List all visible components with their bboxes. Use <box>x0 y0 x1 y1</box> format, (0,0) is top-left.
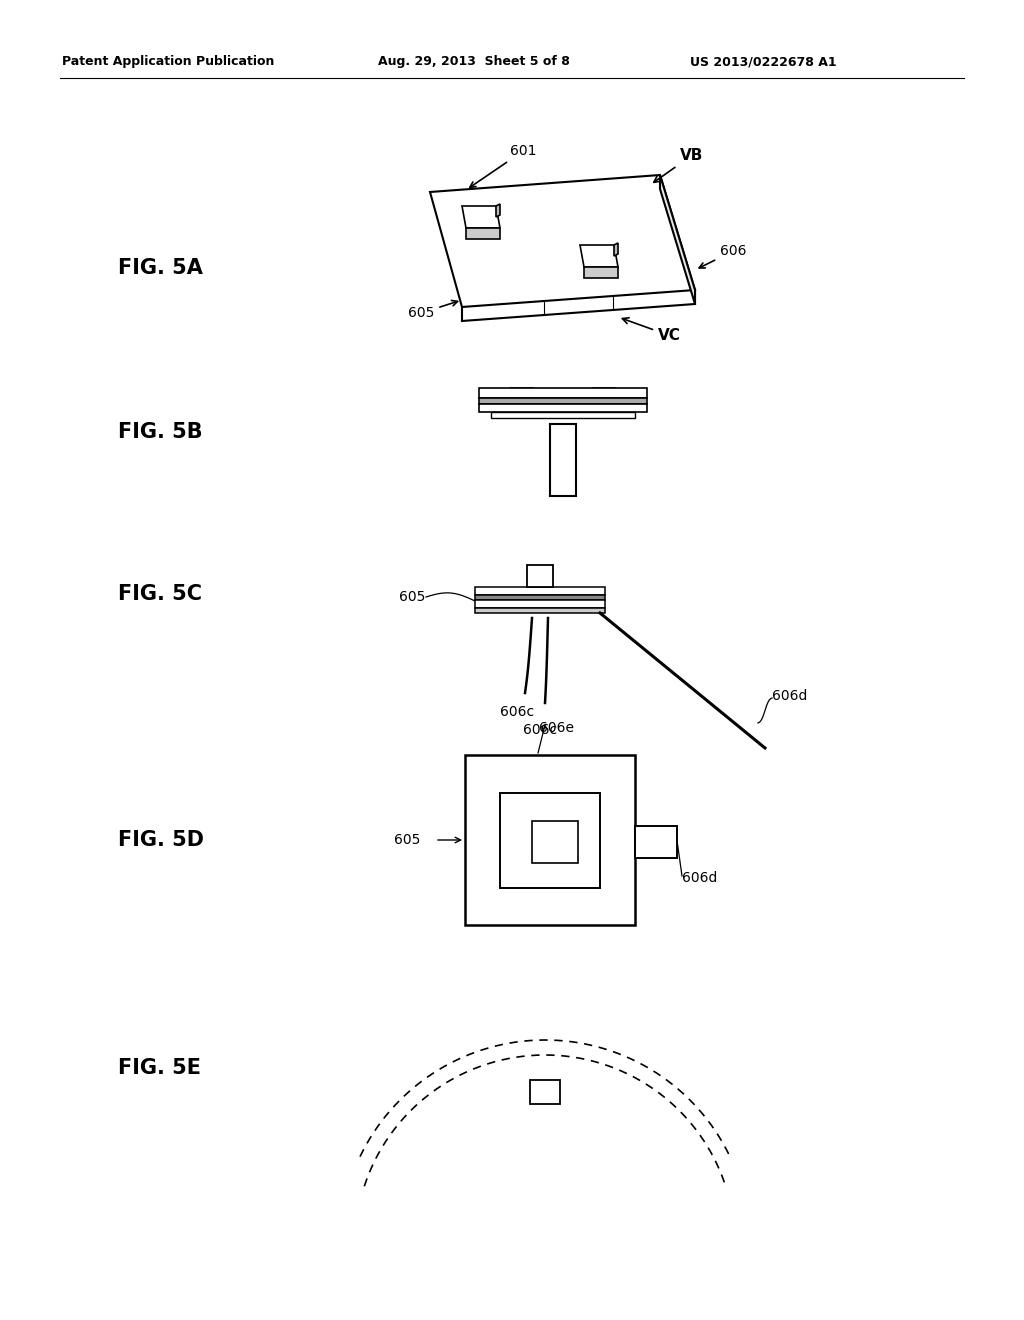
Polygon shape <box>462 206 500 228</box>
Bar <box>511 388 534 404</box>
Bar <box>532 821 578 863</box>
Bar <box>465 755 635 925</box>
Text: 605: 605 <box>393 833 420 847</box>
Text: FIG. 5E: FIG. 5E <box>118 1059 201 1078</box>
Text: 606c: 606c <box>500 705 535 719</box>
Bar <box>475 595 605 601</box>
Bar <box>475 587 605 595</box>
Bar <box>550 424 575 496</box>
Polygon shape <box>430 176 695 308</box>
Text: 606c: 606c <box>523 723 557 737</box>
Text: US 2013/0222678 A1: US 2013/0222678 A1 <box>690 55 837 69</box>
Bar <box>479 404 647 412</box>
Text: FIG. 5B: FIG. 5B <box>118 422 203 442</box>
Text: Patent Application Publication: Patent Application Publication <box>62 55 274 69</box>
Text: FIG. 5C: FIG. 5C <box>118 583 202 605</box>
Bar <box>475 601 605 609</box>
Text: Aug. 29, 2013  Sheet 5 of 8: Aug. 29, 2013 Sheet 5 of 8 <box>378 55 570 69</box>
Bar <box>479 399 647 404</box>
Text: 605: 605 <box>408 301 458 319</box>
Bar <box>530 1080 560 1104</box>
Polygon shape <box>614 243 618 256</box>
Text: FIG. 5A: FIG. 5A <box>118 257 203 279</box>
Bar <box>527 565 553 587</box>
Polygon shape <box>580 246 618 267</box>
Text: 601: 601 <box>470 144 537 187</box>
Text: 606: 606 <box>699 244 746 268</box>
Text: 606d: 606d <box>772 689 807 704</box>
Text: FIG. 5D: FIG. 5D <box>118 830 204 850</box>
Polygon shape <box>660 176 695 304</box>
Bar <box>479 388 647 399</box>
Text: VC: VC <box>623 318 681 343</box>
Bar <box>635 826 677 858</box>
Text: 606e: 606e <box>540 721 574 735</box>
Text: VB: VB <box>653 148 703 182</box>
Text: 606d: 606d <box>682 871 718 884</box>
Bar <box>500 793 600 888</box>
Polygon shape <box>496 205 500 216</box>
Bar <box>593 388 615 404</box>
Bar <box>475 609 605 612</box>
Text: 605: 605 <box>398 590 425 605</box>
Bar <box>490 412 635 418</box>
Polygon shape <box>466 228 500 239</box>
Polygon shape <box>584 267 618 279</box>
